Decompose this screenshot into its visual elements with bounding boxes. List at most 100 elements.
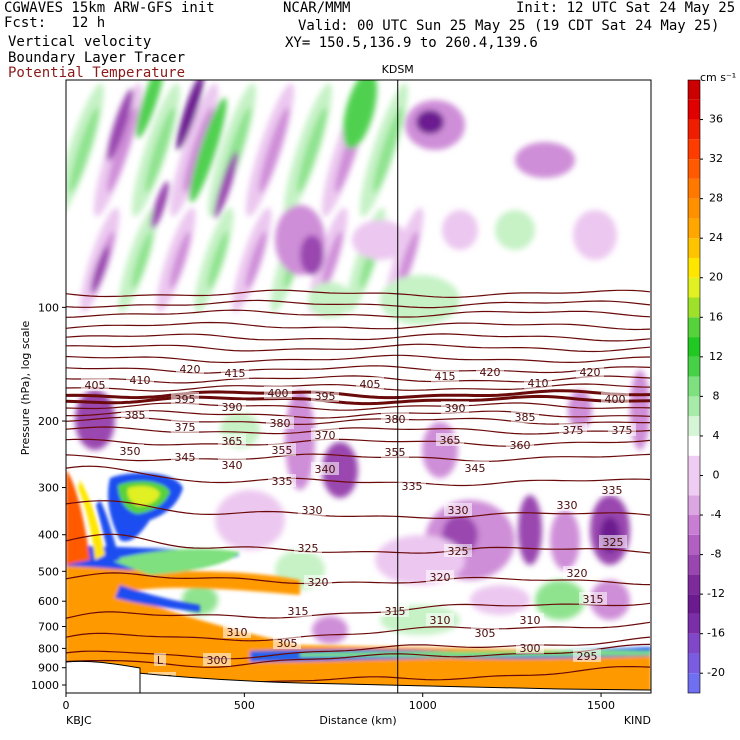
y-tick-label: 400	[38, 529, 59, 542]
theta-contour	[66, 500, 651, 520]
theta-label-bg	[171, 420, 199, 433]
theta-label-bg	[516, 641, 544, 654]
theta-label: 400	[268, 387, 289, 400]
colorbar-swatch	[688, 99, 700, 120]
model-title: CGWAVES 15km ARW-GFS init	[4, 0, 215, 16]
theta-label-bg	[356, 377, 384, 390]
colorbar-swatch	[688, 80, 700, 100]
station-label-kdsm: KDSM	[382, 63, 414, 76]
theta-label: 295	[577, 650, 598, 663]
y-tick-label: 100	[38, 301, 59, 314]
theta-label-bg	[203, 653, 231, 666]
theta-label: 325	[298, 542, 319, 555]
theta-label: 330	[302, 504, 323, 517]
field-label-boundary-layer-tracer: Boundary Layer Tracer	[8, 50, 186, 66]
field-label-potential-temperature: Potential Temperature	[8, 65, 186, 81]
theta-label: 310	[227, 626, 248, 639]
theta-label-bg	[426, 613, 454, 626]
x-tick-label: 0	[63, 699, 70, 712]
colorbar-swatch	[688, 515, 700, 535]
theta-label: 310	[520, 614, 541, 627]
theta-label-bg	[304, 575, 332, 588]
velocity-cell	[90, 246, 110, 294]
colorbar-tick-label: -20	[707, 666, 725, 679]
tracer-plume	[300, 650, 651, 657]
velocity-cell	[182, 107, 214, 193]
velocity-cell	[245, 231, 267, 289]
theta-label-bg	[608, 423, 636, 436]
theta-label: 300	[520, 642, 541, 655]
plot-frame	[65, 79, 652, 694]
theta-contour	[66, 333, 651, 342]
velocity-cell	[215, 490, 285, 550]
theta-label: 375	[612, 424, 633, 437]
colorbar-swatch	[688, 633, 700, 654]
theta-label-bg	[266, 416, 294, 429]
terrain	[66, 660, 651, 693]
velocity-cell	[150, 181, 170, 229]
theta-label: 395	[175, 393, 196, 406]
colorbar-tick-label: -12	[707, 587, 725, 600]
theta-label-bg	[471, 626, 499, 639]
theta-label-bg	[599, 535, 627, 548]
y-tick-label: 600	[38, 595, 59, 608]
colorbar-swatch	[688, 495, 700, 516]
theta-contour	[66, 453, 651, 462]
theta-label-bg	[601, 392, 629, 405]
theta-label-bg	[154, 653, 166, 666]
colorbar-swatch	[688, 554, 700, 575]
theta-label-bg	[221, 366, 249, 379]
velocity-cell	[300, 235, 324, 275]
theta-label: 405	[85, 379, 106, 392]
theta-label: 390	[445, 402, 466, 415]
theta-label-bg	[284, 604, 312, 617]
theta-label-bg	[218, 434, 246, 447]
colorbar-tick-label: 4	[713, 429, 720, 442]
colorbar-tick-label: 12	[709, 350, 723, 363]
potential-temperature-contours	[66, 289, 651, 690]
theta-label: 375	[563, 424, 584, 437]
theta-contour	[66, 410, 651, 419]
colorbar-swatch	[688, 594, 700, 614]
velocity-cell	[630, 370, 650, 450]
colorbar-tick-label: 28	[709, 192, 723, 205]
theta-label: 375	[175, 421, 196, 434]
velocity-cell	[518, 495, 542, 565]
theta-contour	[66, 465, 651, 487]
colorbar-swatch	[688, 238, 700, 258]
colorbar-swatch	[688, 613, 700, 634]
theta-label-bg	[171, 392, 199, 405]
y-tick-label: 200	[38, 415, 59, 428]
velocity-cell	[258, 107, 290, 193]
theta-contour	[66, 621, 651, 642]
x-axis: 0 500 1000 1500	[63, 693, 615, 712]
velocity-cell	[535, 580, 585, 620]
y-tick-label: 800	[38, 642, 59, 655]
theta-label-bg	[311, 462, 339, 475]
init-time: Init: 12 UTC Sat 24 May 25	[516, 0, 736, 16]
velocity-cell	[169, 231, 191, 289]
velocity-cell	[214, 151, 238, 219]
theta-contour	[66, 354, 651, 364]
colorbar-swatch	[688, 396, 700, 417]
velocity-cell	[189, 97, 227, 203]
theta-label: 385	[515, 411, 536, 424]
tracer-plume	[110, 548, 240, 575]
colorbar-tick-label: 16	[709, 310, 723, 323]
colorbar-swatch	[688, 297, 700, 318]
theta-label-bg	[126, 373, 154, 386]
theta-label-bg	[176, 362, 204, 375]
velocity-cell	[470, 585, 530, 615]
theta-label: 330	[448, 504, 469, 517]
tracer-plume	[115, 585, 200, 612]
colorbar-swatch	[688, 653, 700, 674]
theta-contour	[66, 375, 651, 384]
theta-label-bg	[559, 423, 587, 436]
y-axis: 100 200 300 400 500 600 700 800 900 1000	[31, 301, 66, 692]
colorbar-swatch	[688, 317, 700, 338]
x-tick-label: 1000	[409, 699, 437, 712]
theta-label-bg	[268, 443, 296, 456]
theta-label-bg	[506, 438, 534, 451]
right-station-label: KIND	[624, 714, 651, 727]
velocity-cell	[106, 88, 134, 162]
